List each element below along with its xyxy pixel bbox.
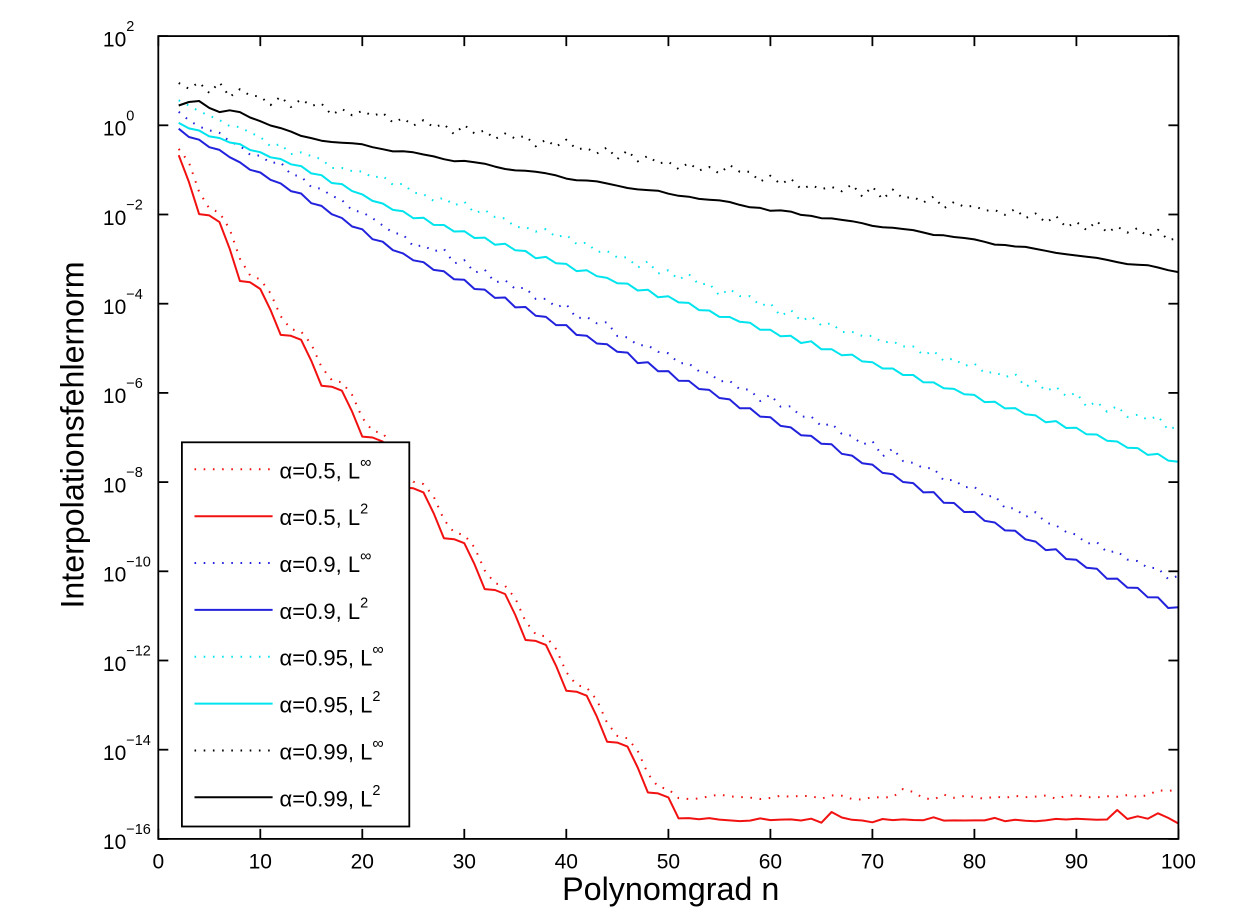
svg-text:Interpolationsfehlernorm: Interpolationsfehlernorm — [55, 261, 91, 608]
svg-text:α=0.9, L∞: α=0.9, L∞ — [280, 548, 372, 577]
svg-text:70: 70 — [861, 851, 884, 874]
svg-text:40: 40 — [555, 851, 578, 874]
svg-text:α=0.95, L2: α=0.95, L2 — [280, 689, 381, 718]
svg-text:50: 50 — [657, 851, 680, 874]
svg-text:30: 30 — [453, 851, 476, 874]
svg-text:0: 0 — [152, 851, 164, 874]
svg-text:60: 60 — [759, 851, 782, 874]
svg-text:α=0.99, L∞: α=0.99, L∞ — [280, 736, 384, 765]
svg-text:α=0.5, L2: α=0.5, L2 — [280, 502, 369, 531]
svg-text:Polynomgrad n: Polynomgrad n — [562, 871, 779, 907]
svg-text:20: 20 — [351, 851, 374, 874]
svg-text:100: 100 — [1161, 851, 1196, 874]
svg-text:α=0.95, L∞: α=0.95, L∞ — [280, 642, 384, 671]
svg-text:10: 10 — [249, 851, 272, 874]
svg-text:α=0.5, L∞: α=0.5, L∞ — [280, 454, 372, 483]
svg-text:α=0.99, L2: α=0.99, L2 — [280, 783, 381, 812]
svg-text:α=0.9, L2: α=0.9, L2 — [280, 595, 369, 624]
svg-text:80: 80 — [963, 851, 986, 874]
svg-text:90: 90 — [1065, 851, 1088, 874]
